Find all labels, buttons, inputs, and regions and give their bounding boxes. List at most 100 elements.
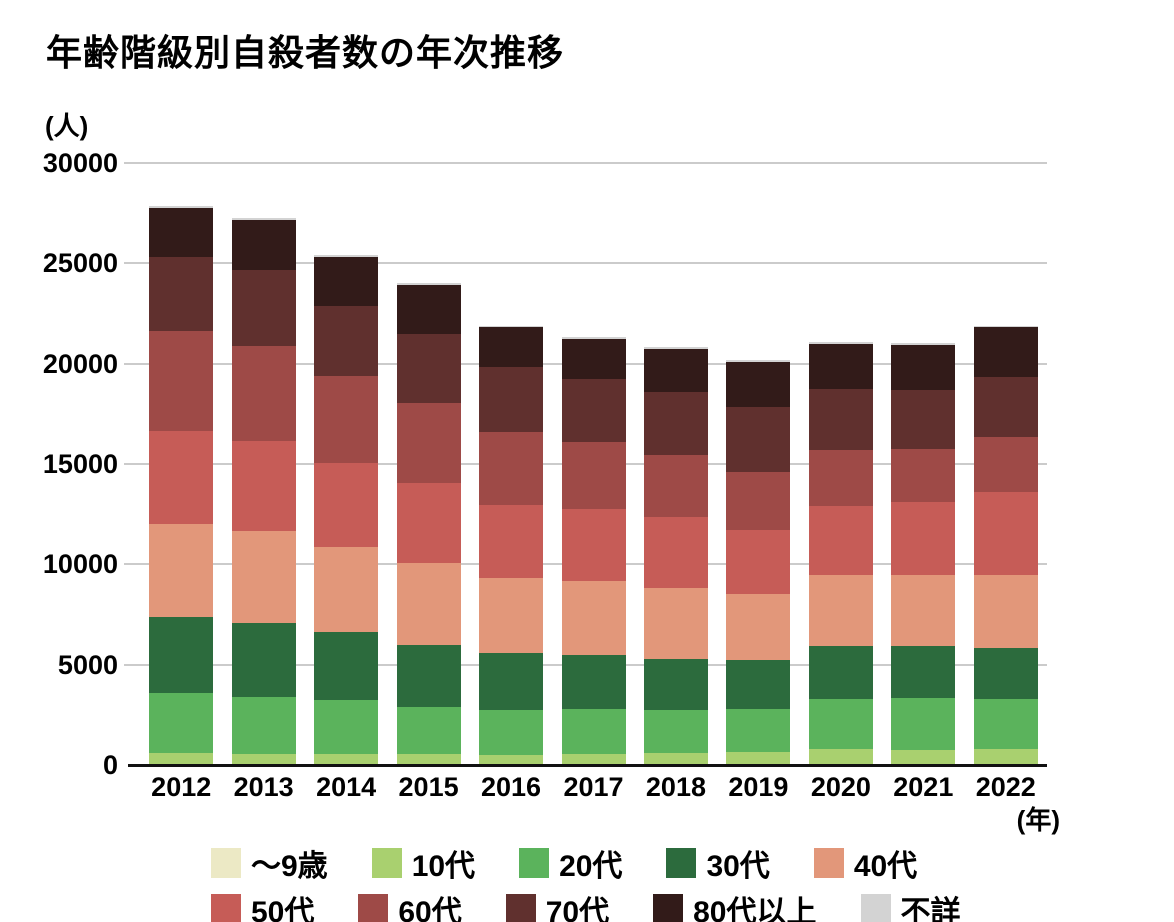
y-tick-label: 20000: [42, 348, 118, 379]
bar-segment: [808, 749, 873, 765]
y-tick-label: 0: [102, 750, 118, 780]
bar-segment: [396, 482, 461, 564]
bar-segment: [561, 509, 626, 582]
legend-swatch-icon: [666, 848, 697, 878]
bar-segment: [808, 646, 873, 699]
bar-segment: [643, 588, 708, 659]
legend-item: 30代: [666, 841, 770, 885]
bar-segment: [891, 501, 956, 575]
bar-segment: [808, 574, 873, 647]
legend-swatch-icon: [653, 894, 684, 922]
legend-label: 60代: [398, 896, 462, 922]
legend-swatch-icon: [813, 848, 844, 878]
y-axis-tick: [124, 362, 140, 365]
bar-segment: [973, 492, 1038, 575]
bar-segment: [643, 516, 708, 589]
bar-segment: [973, 325, 1038, 327]
legend-label: 30代: [706, 850, 770, 883]
bar-segment: [231, 217, 296, 220]
chart-legend: ～9歳 10代 20代 30代 40代 50代 60代 70代 80代以上 不詳: [211, 841, 961, 922]
bar-segment: [479, 367, 544, 433]
bar-segment: [149, 207, 214, 258]
legend-label: 70代: [545, 896, 610, 922]
x-tick-label: 2022: [975, 772, 1036, 802]
x-axis-unit-label: (年): [1016, 805, 1060, 835]
legend-item: ～9歳: [211, 841, 328, 885]
x-tick-label: 2021: [893, 772, 954, 802]
bar-segment: [891, 574, 956, 647]
bar-segment: [231, 270, 296, 347]
bar-segment: [561, 337, 626, 339]
bar-segment: [149, 257, 214, 331]
bar-segment: [891, 345, 956, 390]
legend-swatch-icon: [211, 894, 241, 922]
legend-row: ～9歳 10代 20代 30代 40代: [211, 841, 961, 885]
bar-segment: [149, 752, 214, 765]
bar-segment: [231, 530, 296, 623]
bar-segment: [726, 660, 791, 710]
legend-item: 10代: [371, 841, 475, 885]
legend-swatch-icon: [371, 848, 402, 878]
bar-segment: [396, 284, 461, 334]
legend-item: 20代: [519, 841, 622, 885]
y-axis-tick: [124, 262, 140, 265]
bar-segment: [643, 346, 708, 349]
bar-segment: [973, 574, 1038, 649]
bar-segment: [726, 361, 791, 408]
bar-segment: [396, 753, 461, 765]
bar-segment: [479, 327, 544, 368]
bar-segment: [479, 754, 544, 765]
bar-segment: [726, 360, 791, 362]
y-axis-tick: [124, 162, 140, 164]
bar-segment: [396, 402, 461, 483]
bar-segment: [149, 330, 214, 431]
bar-segment: [891, 389, 956, 450]
x-tick-label: 2012: [151, 772, 212, 802]
legend-label: 40代: [853, 850, 918, 883]
legend-row: 50代 60代 70代 80代以上 不詳: [211, 887, 961, 922]
bar-segment: [808, 389, 873, 451]
bar-segment: [726, 709, 791, 752]
bar-segment: [726, 529, 791, 595]
y-tick-label: 10000: [42, 549, 118, 580]
y-tick-label: 5000: [57, 649, 118, 680]
bar-segment: [643, 752, 708, 765]
x-tick-label: 2019: [728, 772, 789, 802]
bar-segment: [973, 326, 1038, 377]
bar-segment: [561, 753, 626, 765]
bar-segment: [561, 654, 626, 710]
bar-segment: [231, 440, 296, 531]
bar-segment: [891, 449, 956, 502]
legend-item: 60代: [358, 887, 462, 922]
legend-label: 50代: [251, 896, 315, 922]
bar-segment: [396, 282, 461, 285]
bar-segment: [314, 631, 379, 701]
bar-segment: [396, 563, 461, 645]
bar-segment: [561, 581, 626, 655]
bar-segment: [396, 706, 461, 754]
legend-swatch-icon: [358, 894, 389, 922]
legend-item: 80代以上: [653, 887, 817, 922]
bar-segment: [891, 646, 956, 698]
bar-segment: [314, 462, 379, 547]
bar-segment: [479, 432, 544, 506]
bar-segment: [314, 754, 379, 765]
bar-segment: [314, 546, 379, 632]
bar-segment: [561, 379, 626, 443]
bar-segment: [479, 325, 544, 328]
bar-segment: [479, 709, 544, 755]
bar-segment: [231, 753, 296, 765]
bar-segment: [479, 653, 544, 710]
bar-segment: [479, 578, 544, 654]
x-tick-label: 2014: [316, 772, 377, 802]
legend-label: 不詳: [900, 896, 961, 922]
bar-segment: [973, 436, 1038, 493]
bar-segment: [149, 205, 214, 208]
bar-segment: [973, 748, 1038, 765]
legend-label: 20代: [559, 850, 623, 883]
bar-segment: [314, 700, 379, 755]
bar-segment: [149, 524, 214, 617]
bar-segment: [231, 697, 296, 754]
gridline: [140, 262, 1047, 265]
